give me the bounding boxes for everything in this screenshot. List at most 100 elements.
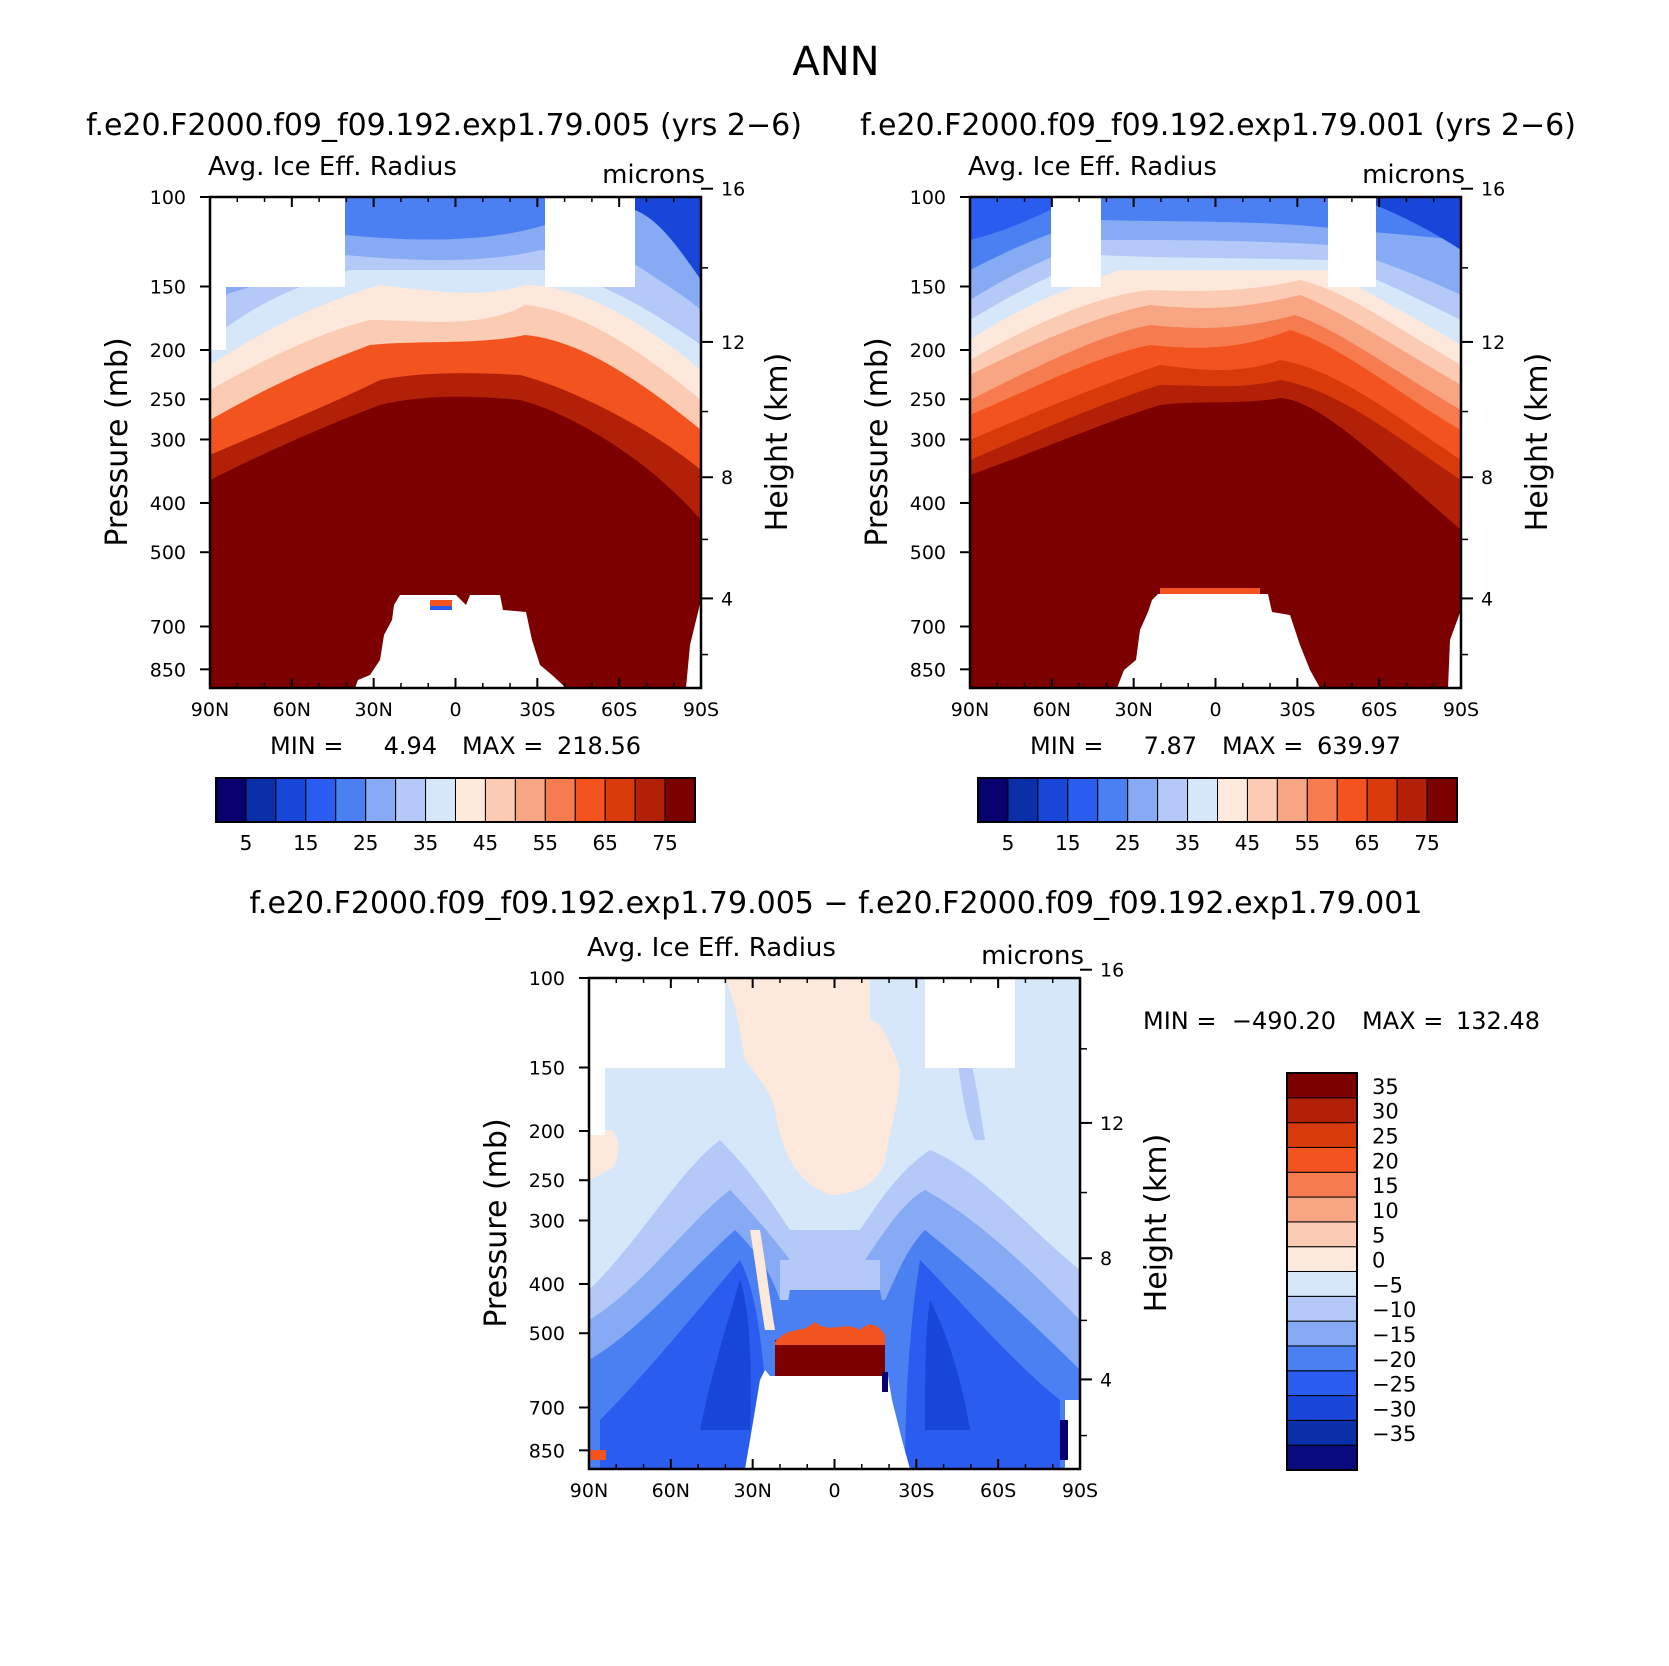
panel-a-title: Avg. Ice Eff. Radius	[208, 152, 457, 182]
colorbar-swatch	[1286, 1395, 1358, 1421]
max-label: MAX =	[462, 732, 543, 760]
colorbar-swatch	[1007, 777, 1039, 823]
band-5	[725, 978, 900, 1195]
panel-a-minmax: MIN = 4.94 MAX = 218.56	[270, 732, 641, 760]
y2-tick-label: 8	[1481, 467, 1493, 489]
colorbar-swatch	[1286, 1370, 1358, 1397]
colorbar-label: 30	[1372, 1100, 1399, 1124]
y-tick-label: 100	[150, 187, 186, 209]
orography-mask	[1065, 1400, 1080, 1469]
x-tick-label: 90S	[1062, 1480, 1098, 1502]
y-tick-label: 500	[910, 542, 946, 564]
y-tick-label: 400	[150, 493, 186, 515]
colorbar-swatch	[1286, 1097, 1358, 1124]
panel-b-units: microns	[1362, 160, 1465, 190]
colorbar-swatch	[1286, 1146, 1358, 1173]
panel-c-axes: 90N 60N 30N 0 30S 60S 90S 100 150 200 250 300 400 500…	[529, 960, 1124, 1502]
y2-tick-label: 4	[1100, 1369, 1112, 1391]
y2-tick-label: 8	[1100, 1248, 1112, 1270]
colorbar-swatch	[544, 777, 576, 823]
colorbar-label: −20	[1372, 1348, 1416, 1372]
band-minus30	[925, 1300, 970, 1430]
y-tick-label: 850	[910, 659, 946, 681]
y2-tick-label: 8	[721, 467, 733, 489]
panel-c-ylabel: Pressure (mb)	[479, 1118, 514, 1327]
colorbar-swatch	[1286, 1295, 1358, 1322]
colorbar-swatch	[1286, 1419, 1358, 1446]
min-value: 4.94	[384, 732, 437, 760]
colorbar-swatch	[1286, 1171, 1358, 1198]
y2-tick-label: 16	[1481, 179, 1505, 201]
x-tick-label: 30S	[519, 699, 555, 721]
colorbar-label: 45	[1235, 831, 1260, 855]
band-minus20	[785, 1290, 885, 1320]
colorbar-swatch	[1037, 777, 1069, 823]
x-tick-label: 90S	[683, 699, 719, 721]
x-tick-label: 60N	[1033, 699, 1071, 721]
x-tick-label: 0	[1209, 699, 1221, 721]
colorbar-swatch	[1286, 1444, 1358, 1471]
missing-region	[545, 197, 635, 287]
colorbar-swatch	[455, 777, 486, 823]
figure-title: ANN	[792, 39, 879, 85]
max-value: 132.48	[1456, 1007, 1540, 1035]
y-tick-label: 500	[150, 542, 186, 564]
colorbar-swatch	[1127, 777, 1159, 823]
colorbar-swatch	[1286, 1072, 1358, 1099]
y-tick-label: 100	[910, 187, 946, 209]
colorbar-label: 45	[473, 831, 498, 855]
colorbar-swatch	[425, 777, 456, 823]
panel-a-units: microns	[602, 160, 705, 190]
x-tick-label: 60S	[1361, 699, 1397, 721]
colorbar-label: 25	[353, 831, 378, 855]
orography-mask	[1117, 594, 1320, 688]
colorbar-swatch	[1336, 777, 1368, 823]
colorbar-label: 35	[413, 831, 438, 855]
colorbar-swatch	[1286, 1246, 1358, 1272]
x-tick-label: 90N	[951, 699, 989, 721]
panel-c-units: microns	[981, 941, 1084, 971]
x-tick-label: 60N	[273, 699, 311, 721]
colorbar-frame	[215, 777, 696, 823]
field-spot	[775, 1322, 885, 1345]
colorbar-swatch	[245, 777, 277, 823]
y2-tick-label: 16	[721, 179, 745, 201]
colorbar-label: −25	[1372, 1373, 1416, 1397]
colorbar-swatch	[1286, 1122, 1358, 1148]
colorbar-swatch	[1276, 777, 1308, 823]
colorbar-swatch	[484, 777, 516, 823]
y-tick-label: 200	[150, 340, 186, 362]
panel-a-y2label: Height (km)	[760, 353, 795, 532]
min-label: MIN =	[270, 732, 343, 760]
colorbar-swatch	[365, 777, 397, 823]
orography-mask	[686, 600, 701, 688]
y-tick-label: 250	[529, 1170, 565, 1192]
y2-tick-label: 12	[721, 332, 745, 354]
x-tick-label: 90S	[1443, 699, 1479, 721]
colorbar-label: 55	[1295, 831, 1320, 855]
colorbar-label: −10	[1372, 1298, 1416, 1322]
colorbar-label: 5	[1372, 1224, 1385, 1248]
colorbar-label: 75	[1414, 831, 1439, 855]
band-5	[589, 1130, 619, 1180]
y-tick-label: 250	[150, 389, 186, 411]
max-label: MAX =	[1362, 1007, 1443, 1035]
panel-c: f.e20.F2000.f09_f09.192.exp1.79.005 − f.…	[250, 886, 1540, 1502]
colorbar-swatch	[634, 777, 666, 823]
panel-a-colorbar: 5 15 25 35 45 55 65 75	[215, 777, 696, 855]
colorbar-label: 15	[293, 831, 318, 855]
y-tick-label: 400	[910, 493, 946, 515]
colorbar-swatch	[574, 777, 606, 823]
missing-region	[1051, 197, 1101, 287]
panel-c-title: Avg. Ice Eff. Radius	[587, 933, 836, 963]
colorbar-frame	[977, 777, 1458, 823]
panel-c-case-label: f.e20.F2000.f09_f09.192.exp1.79.005 − f.…	[250, 886, 1423, 921]
colorbar-label: 5	[240, 831, 253, 855]
colorbar-swatch	[1286, 1271, 1358, 1297]
colorbar-swatch	[1286, 1345, 1358, 1372]
y-tick-label: 250	[910, 389, 946, 411]
colorbar-label: 15	[1055, 831, 1080, 855]
x-tick-label: 60S	[980, 1480, 1016, 1502]
y-tick-label: 300	[529, 1210, 565, 1232]
